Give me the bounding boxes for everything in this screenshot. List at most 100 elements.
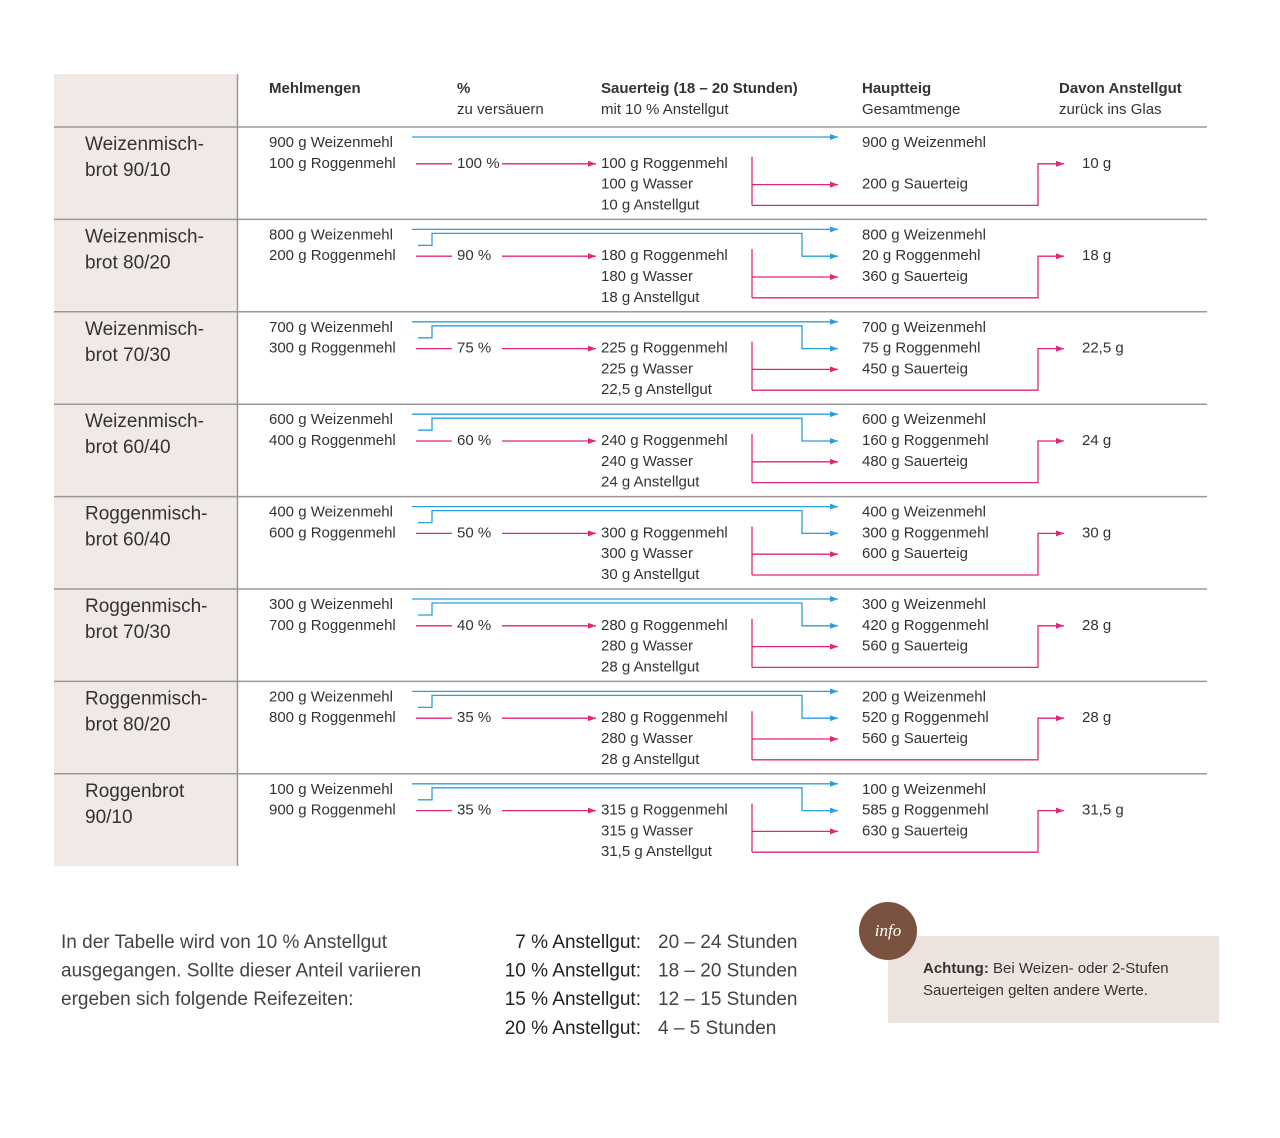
time-value: 20 – 24 Stunden: [658, 932, 797, 953]
hauptteig: 630 g Sauerteig: [862, 822, 968, 839]
name-column-bg: [54, 74, 237, 866]
anstellgut: 30 g: [1082, 524, 1111, 541]
column-subtitle: zu versäuern: [457, 101, 544, 118]
arrow-line: [752, 622, 1064, 669]
column-title: Davon Anstellgut: [1059, 80, 1182, 97]
footer-text: ergeben sich folgende Reifezeiten:: [61, 989, 354, 1010]
mehl: 600 g Roggenmehl: [269, 524, 396, 541]
row-name: brot 60/40: [85, 437, 171, 458]
hauptteig: 900 g Weizenmehl: [862, 134, 986, 151]
arrow-line: [752, 345, 1064, 391]
mehl: 800 g Weizenmehl: [269, 226, 393, 243]
anstellgut: 24 g: [1082, 432, 1111, 449]
sauerteig: 18 g Anstellgut: [601, 289, 700, 306]
sauerteig: 28 g Anstellgut: [601, 751, 700, 768]
info-badge: [859, 902, 917, 960]
hauptteig: 450 g Sauerteig: [862, 360, 968, 377]
footer-text: In der Tabelle wird von 10 % Anstellgut: [61, 932, 388, 953]
hauptteig: 420 g Roggenmehl: [862, 617, 989, 634]
column-title: Sauerteig (18 – 20 Stunden): [601, 80, 798, 97]
mehl: 400 g Roggenmehl: [269, 432, 396, 449]
sauerteig: 24 g Anstellgut: [601, 474, 700, 491]
sauerteig: 100 g Roggenmehl: [601, 155, 728, 172]
arrow-line: [752, 530, 1064, 576]
row-name: brot 60/40: [85, 530, 171, 551]
time-label: 20 % Anstellgut:: [505, 1018, 641, 1039]
sauerteig: 31,5 g Anstellgut: [601, 843, 713, 860]
row-name: Roggenmisch-: [85, 688, 208, 709]
time-value: 12 – 15 Stunden: [658, 989, 797, 1010]
arrow-line: [418, 787, 838, 814]
sauerteig: 240 g Roggenmehl: [601, 432, 728, 449]
row-name: brot 70/30: [85, 622, 171, 643]
column-title: %: [457, 80, 470, 97]
sauerteig: 300 g Wasser: [601, 545, 693, 562]
sauerteig: 280 g Wasser: [601, 730, 693, 747]
hauptteig: 300 g Roggenmehl: [862, 524, 989, 541]
anstellgut: 22,5 g: [1082, 340, 1124, 357]
row-name: brot 80/20: [85, 714, 171, 735]
sauerteig: 180 g Roggenmehl: [601, 247, 728, 264]
percent: 100 %: [457, 155, 500, 172]
time-label: 7 % Anstellgut:: [515, 932, 641, 953]
hauptteig: 160 g Roggenmehl: [862, 432, 989, 449]
hauptteig: 100 g Weizenmehl: [862, 781, 986, 798]
arrow-line: [752, 715, 1064, 761]
sauerteig: 100 g Wasser: [601, 176, 693, 193]
mehl: 700 g Roggenmehl: [269, 617, 396, 634]
percent: 35 %: [457, 709, 491, 726]
info-line: Bei Weizen- oder 2-Stufen: [993, 960, 1169, 977]
row-name: 90/10: [85, 807, 133, 828]
time-label: 15 % Anstellgut:: [505, 989, 641, 1010]
hauptteig: 800 g Weizenmehl: [862, 226, 986, 243]
mehl: 300 g Roggenmehl: [269, 340, 396, 357]
column-title: Hauptteig: [862, 80, 931, 97]
row-name: Weizenmisch-: [85, 411, 204, 432]
sauerteig: 315 g Wasser: [601, 822, 693, 839]
mehl: 200 g Roggenmehl: [269, 247, 396, 264]
percent: 50 %: [457, 524, 491, 541]
sauerteig: 180 g Wasser: [601, 268, 693, 285]
arrow-line: [418, 325, 838, 352]
anstellgut: 28 g: [1082, 709, 1111, 726]
row-name: Weizenmisch-: [85, 134, 204, 155]
arrow-line: [418, 602, 838, 629]
row-name: brot 90/10: [85, 160, 171, 181]
mehl: 300 g Weizenmehl: [269, 596, 393, 613]
mehl: 100 g Roggenmehl: [269, 155, 396, 172]
percent: 35 %: [457, 802, 491, 819]
column-subtitle: zurück ins Glas: [1059, 101, 1162, 118]
sauerteig: 28 g Anstellgut: [601, 658, 700, 675]
anstellgut: 10 g: [1082, 155, 1111, 172]
hauptteig: 480 g Sauerteig: [862, 453, 968, 470]
hauptteig: 20 g Roggenmehl: [862, 247, 980, 264]
sauerteig: 30 g Anstellgut: [601, 566, 700, 583]
column-subtitle: mit 10 % Anstellgut: [601, 101, 729, 118]
hauptteig: 560 g Sauerteig: [862, 638, 968, 655]
info-badge-text: info: [875, 921, 901, 940]
info-line: Sauerteigen gelten andere Werte.: [923, 982, 1148, 999]
mehl: 900 g Roggenmehl: [269, 802, 396, 819]
arrow-line: [418, 694, 838, 722]
anstellgut: 31,5 g: [1082, 802, 1124, 819]
arrow-line: [418, 509, 838, 537]
mehl: 800 g Roggenmehl: [269, 709, 396, 726]
arrow-line: [752, 253, 1064, 299]
row-name: brot 70/30: [85, 345, 171, 366]
hauptteig: 700 g Weizenmehl: [862, 319, 986, 336]
hauptteig: 200 g Sauerteig: [862, 176, 968, 193]
time-label: 10 % Anstellgut:: [505, 961, 641, 982]
mehl: 900 g Weizenmehl: [269, 134, 393, 151]
hauptteig: 600 g Sauerteig: [862, 545, 968, 562]
footer-text: ausgegangen. Sollte dieser Anteil variie…: [61, 961, 421, 982]
sauerteig: 225 g Wasser: [601, 360, 693, 377]
sauerteig: 300 g Roggenmehl: [601, 524, 728, 541]
anstellgut: 28 g: [1082, 617, 1111, 634]
sauerteig: 280 g Roggenmehl: [601, 709, 728, 726]
hauptteig: 600 g Weizenmehl: [862, 411, 986, 428]
mehl: 200 g Weizenmehl: [269, 688, 393, 705]
hauptteig: 560 g Sauerteig: [862, 730, 968, 747]
row-name: Weizenmisch-: [85, 226, 204, 247]
